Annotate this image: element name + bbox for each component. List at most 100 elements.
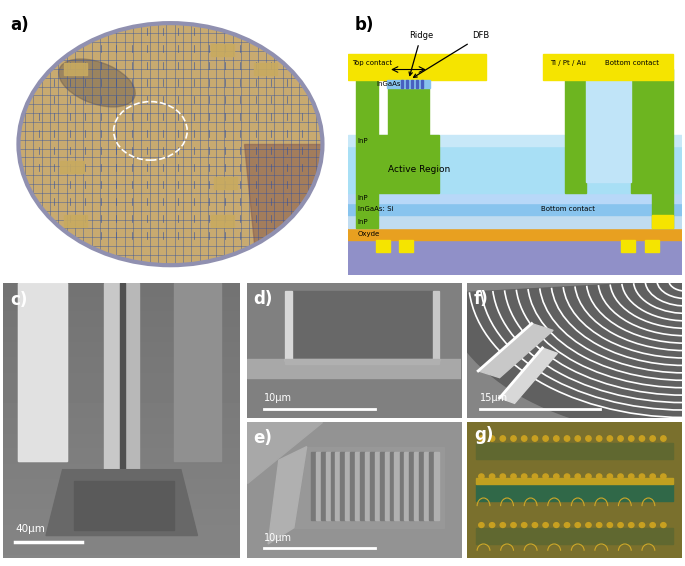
- Ellipse shape: [586, 522, 591, 528]
- Ellipse shape: [511, 474, 516, 479]
- Ellipse shape: [553, 522, 559, 528]
- Ellipse shape: [639, 522, 645, 528]
- Bar: [377, 135, 439, 193]
- Text: Top contact: Top contact: [353, 60, 393, 66]
- Ellipse shape: [650, 436, 656, 441]
- Text: DFB: DFB: [414, 31, 490, 78]
- Ellipse shape: [479, 436, 484, 441]
- Ellipse shape: [489, 474, 495, 479]
- Ellipse shape: [575, 474, 580, 479]
- Text: Ti / Pt / Au: Ti / Pt / Au: [549, 60, 586, 66]
- Bar: [651, 68, 673, 228]
- Bar: [60, 161, 84, 173]
- Bar: [433, 291, 439, 362]
- Bar: [375, 452, 380, 520]
- Ellipse shape: [511, 522, 516, 528]
- Text: d): d): [253, 290, 273, 308]
- Bar: [476, 528, 673, 544]
- Bar: [387, 80, 430, 88]
- Bar: [645, 240, 659, 252]
- Bar: [406, 80, 408, 88]
- Text: 10μm: 10μm: [264, 533, 292, 543]
- Ellipse shape: [607, 474, 612, 479]
- Text: InGaAs: Si: InGaAs: Si: [358, 206, 393, 212]
- Ellipse shape: [618, 436, 623, 441]
- Bar: [476, 478, 673, 484]
- Bar: [285, 291, 439, 362]
- Bar: [347, 215, 682, 228]
- Text: g): g): [474, 426, 493, 444]
- Text: Oxyde: Oxyde: [358, 231, 379, 237]
- Ellipse shape: [543, 474, 548, 479]
- Polygon shape: [268, 447, 307, 544]
- Bar: [347, 54, 486, 80]
- Bar: [336, 452, 340, 520]
- Text: e): e): [253, 429, 272, 447]
- Bar: [347, 240, 682, 275]
- Ellipse shape: [553, 474, 559, 479]
- Text: 15μm: 15μm: [480, 393, 508, 404]
- Bar: [414, 452, 419, 520]
- Bar: [345, 452, 350, 520]
- Bar: [621, 240, 636, 252]
- Ellipse shape: [543, 522, 548, 528]
- Polygon shape: [499, 348, 558, 404]
- Bar: [401, 80, 403, 88]
- Ellipse shape: [543, 436, 548, 441]
- Bar: [210, 215, 234, 226]
- Bar: [476, 443, 673, 459]
- Ellipse shape: [59, 59, 135, 107]
- Text: c): c): [10, 291, 28, 309]
- Bar: [18, 283, 67, 461]
- Ellipse shape: [629, 436, 634, 441]
- Ellipse shape: [618, 474, 623, 479]
- Bar: [376, 240, 390, 252]
- Ellipse shape: [586, 436, 591, 441]
- Bar: [254, 63, 277, 75]
- Bar: [476, 484, 673, 501]
- Ellipse shape: [661, 436, 666, 441]
- Bar: [434, 452, 439, 520]
- Ellipse shape: [618, 522, 623, 528]
- Bar: [120, 283, 125, 530]
- Ellipse shape: [639, 436, 645, 441]
- Text: InP: InP: [358, 138, 368, 144]
- Bar: [564, 72, 586, 193]
- Ellipse shape: [629, 522, 634, 528]
- Bar: [285, 359, 439, 364]
- Bar: [64, 63, 87, 75]
- Bar: [285, 291, 292, 362]
- Bar: [651, 215, 673, 228]
- Ellipse shape: [575, 522, 580, 528]
- Bar: [395, 452, 399, 520]
- Bar: [355, 452, 360, 520]
- Ellipse shape: [607, 436, 612, 441]
- Wedge shape: [440, 280, 685, 436]
- Ellipse shape: [607, 522, 612, 528]
- Ellipse shape: [597, 436, 602, 441]
- Text: Ridge: Ridge: [409, 31, 433, 75]
- Bar: [247, 359, 461, 378]
- Ellipse shape: [532, 436, 538, 441]
- Polygon shape: [46, 470, 197, 535]
- Bar: [347, 203, 682, 215]
- Bar: [370, 452, 375, 520]
- Text: Bottom contact: Bottom contact: [605, 60, 659, 66]
- Ellipse shape: [661, 522, 666, 528]
- Polygon shape: [294, 447, 444, 528]
- Bar: [331, 452, 336, 520]
- Circle shape: [18, 23, 323, 265]
- Ellipse shape: [564, 436, 570, 441]
- Ellipse shape: [553, 436, 559, 441]
- Bar: [347, 193, 682, 203]
- Polygon shape: [478, 324, 553, 378]
- Polygon shape: [247, 422, 322, 483]
- Ellipse shape: [489, 522, 495, 528]
- Ellipse shape: [479, 474, 484, 479]
- Bar: [399, 240, 413, 252]
- Ellipse shape: [521, 474, 527, 479]
- Bar: [399, 452, 404, 520]
- Ellipse shape: [500, 436, 506, 441]
- Bar: [586, 79, 632, 182]
- Ellipse shape: [629, 474, 634, 479]
